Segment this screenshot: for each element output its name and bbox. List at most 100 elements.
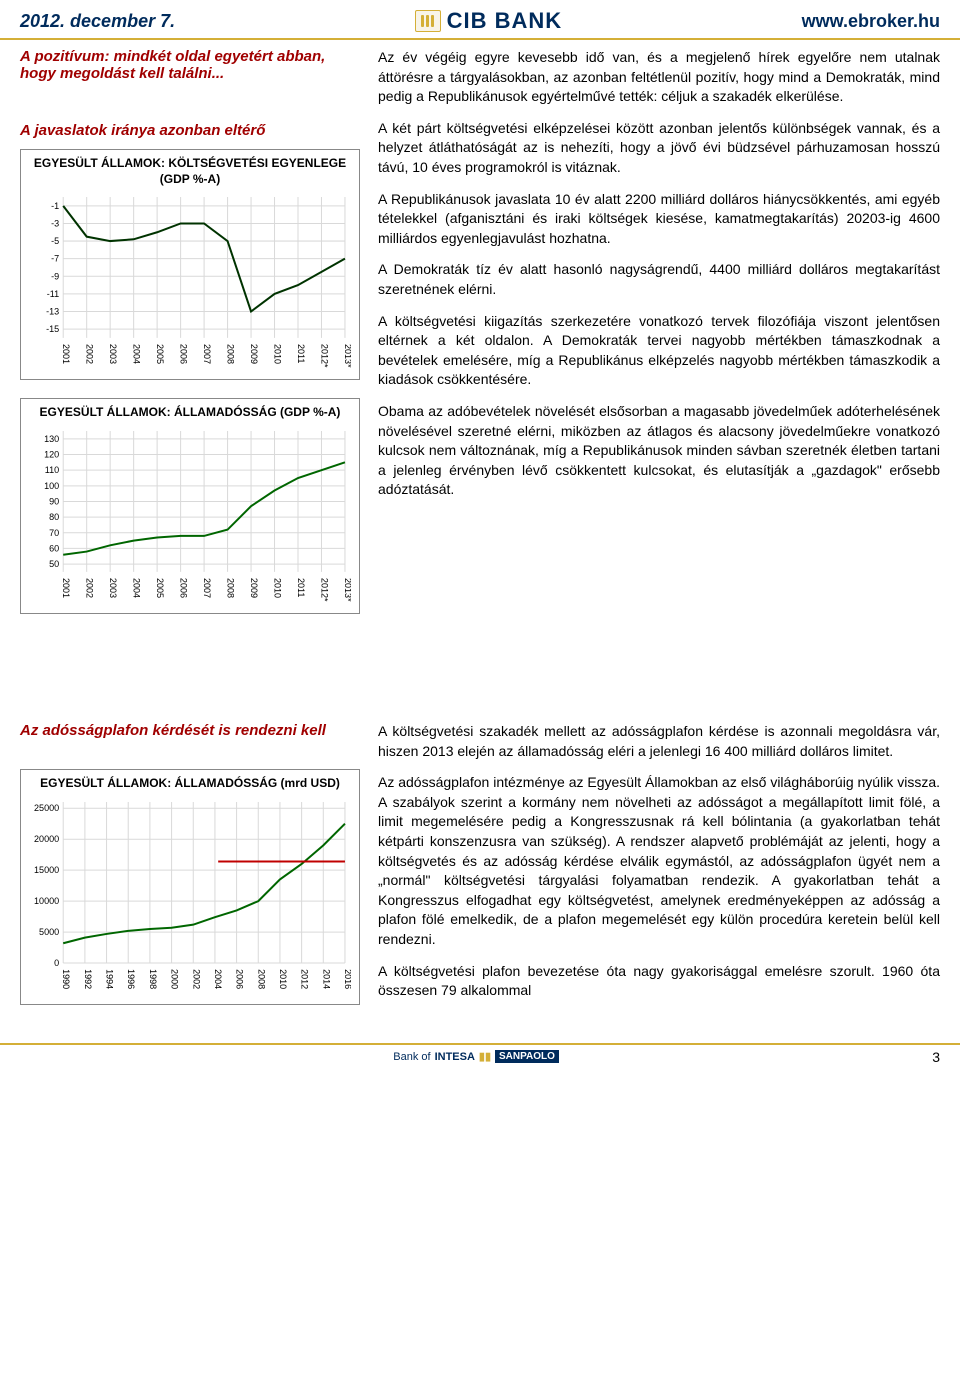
svg-text:2001: 2001 (61, 344, 71, 364)
svg-text:2006: 2006 (179, 578, 189, 598)
svg-text:90: 90 (49, 496, 59, 506)
svg-text:2008: 2008 (226, 578, 236, 598)
svg-text:-9: -9 (51, 271, 59, 281)
svg-text:5000: 5000 (39, 927, 59, 937)
sidebar-heading-3: Az adósságplafon kérdését is rendezni ke… (20, 722, 360, 739)
svg-text:110: 110 (45, 465, 59, 475)
bank-name: CIB BANK (447, 8, 563, 34)
svg-text:2002: 2002 (85, 578, 95, 598)
paragraph: A két párt költségvetési elképzelései kö… (378, 119, 940, 178)
paragraph: Az év végéig egyre kevesebb idő van, és … (378, 48, 940, 107)
svg-text:2016: 2016 (343, 969, 351, 989)
svg-text:15000: 15000 (34, 865, 59, 875)
chart-debt-pct: 50 60 70 80 90 100 110 120 130 2001 2002 2003 2004 20… (29, 425, 351, 606)
svg-text:1998: 1998 (148, 969, 158, 989)
body-col-1: Az év végéig egyre kevesebb idő van, és … (378, 48, 940, 632)
paragraph: A költségvetési plafon bevezetése óta na… (378, 962, 940, 1001)
svg-text:2008: 2008 (226, 344, 236, 364)
footer-bank-of: Bank of (393, 1051, 430, 1063)
svg-text:2005: 2005 (155, 344, 165, 364)
svg-text:2011: 2011 (296, 344, 306, 363)
svg-text:0: 0 (54, 958, 59, 968)
left-sidebar-2: Az adósságplafon kérdését is rendezni ke… (20, 722, 360, 1023)
header-url: www.ebroker.hu (802, 11, 940, 32)
page-footer: Bank of INTESA ▮▮ SANPAOLO 3 (0, 1043, 960, 1075)
svg-text:-3: -3 (51, 219, 59, 229)
paragraph: A költségvetési kiigazítás szerkezetére … (378, 312, 940, 390)
page-header: 2012. december 7. CIB BANK www.ebroker.h… (0, 0, 960, 40)
svg-text:20000: 20000 (34, 834, 59, 844)
paragraph: A Republikánusok javaslata 10 év alatt 2… (378, 190, 940, 249)
svg-text:1992: 1992 (83, 969, 93, 989)
svg-text:100: 100 (44, 481, 59, 491)
paragraph: A költségvetési szakadék mellett az adós… (378, 722, 940, 761)
chart-debt-usd: 0 5000 10000 15000 20000 25000 1990 1992 1994 199… (29, 796, 351, 997)
chart-debt-pct-title: EGYESÜLT ÁLLAMOK: ÁLLAMADÓSSÁG (GDP %-A) (29, 405, 351, 421)
section-2: Az adósságplafon kérdését is rendezni ke… (0, 712, 960, 1043)
svg-text:10000: 10000 (34, 896, 59, 906)
svg-text:2012*: 2012* (319, 344, 329, 368)
svg-text:70: 70 (49, 528, 59, 538)
footer-logo: Bank of INTESA ▮▮ SANPAOLO (393, 1050, 559, 1063)
svg-text:60: 60 (49, 543, 59, 553)
svg-text:2014: 2014 (321, 969, 331, 989)
footer-separator: ▮▮ (479, 1050, 491, 1063)
svg-text:2004: 2004 (132, 578, 142, 598)
svg-text:2013*: 2013* (343, 578, 351, 602)
page-number: 3 (932, 1049, 940, 1065)
svg-text:1996: 1996 (126, 969, 136, 989)
svg-text:2011: 2011 (296, 578, 306, 597)
svg-text:-11: -11 (47, 289, 59, 299)
svg-text:2002: 2002 (191, 969, 201, 989)
svg-text:2006: 2006 (179, 344, 189, 364)
svg-text:2004: 2004 (132, 344, 142, 364)
svg-text:1990: 1990 (61, 969, 71, 989)
svg-text:80: 80 (49, 512, 59, 522)
svg-text:120: 120 (44, 449, 59, 459)
footer-brand: INTESA (435, 1051, 475, 1063)
svg-text:2006: 2006 (235, 969, 245, 989)
svg-text:2003: 2003 (108, 578, 118, 598)
svg-text:2010: 2010 (273, 578, 283, 598)
paragraph: Obama az adóbevételek növelését elsősorb… (378, 402, 940, 500)
svg-text:2001: 2001 (61, 578, 71, 598)
svg-text:1994: 1994 (105, 969, 115, 989)
svg-text:50: 50 (49, 559, 59, 569)
body-col-2: A költségvetési szakadék mellett az adós… (378, 722, 940, 1023)
svg-text:2004: 2004 (213, 969, 223, 989)
logo-icon (415, 10, 441, 32)
svg-text:-5: -5 (51, 236, 59, 246)
svg-text:2003: 2003 (108, 344, 118, 364)
paragraph: Az adósságplafon intézménye az Egyesült … (378, 773, 940, 949)
svg-text:-7: -7 (51, 254, 59, 264)
svg-text:2007: 2007 (202, 578, 212, 598)
chart-debt-usd-title: EGYESÜLT ÁLLAMOK: ÁLLAMADÓSSÁG (mrd USD) (29, 776, 351, 792)
paragraph: A Demokraták tíz év alatt hasonló nagysá… (378, 260, 940, 299)
svg-text:2013*: 2013* (343, 344, 351, 368)
svg-text:25000: 25000 (34, 803, 59, 813)
chart-budget: -1 -3 -5 -7 -9 -11 -13 -152001 2002 2003 2004 2005 2… (29, 191, 351, 372)
chart-budget-box: EGYESÜLT ÁLLAMOK: KÖLTSÉGVETÉSI EGYENLEG… (20, 149, 360, 380)
svg-text:130: 130 (44, 434, 59, 444)
svg-text:2000: 2000 (170, 969, 180, 989)
sidebar-heading-1: A pozitívum: mindkét oldal egyetért abba… (20, 48, 360, 82)
sidebar-heading-2: A javaslatok iránya azonban eltérő (20, 122, 360, 139)
footer-subbrand: SANPAOLO (495, 1050, 559, 1063)
header-date: 2012. december 7. (20, 11, 175, 32)
svg-text:2008: 2008 (256, 969, 266, 989)
svg-text:2010: 2010 (278, 969, 288, 989)
chart-debt-pct-box: EGYESÜLT ÁLLAMOK: ÁLLAMADÓSSÁG (GDP %-A)… (20, 398, 360, 614)
svg-text:-15: -15 (46, 324, 59, 334)
svg-text:2009: 2009 (249, 344, 259, 364)
svg-text:-13: -13 (46, 307, 59, 317)
svg-text:2002: 2002 (85, 344, 95, 364)
svg-text:2012*: 2012* (319, 578, 329, 602)
svg-text:2010: 2010 (273, 344, 283, 364)
svg-text:-1: -1 (51, 201, 59, 211)
svg-text:2007: 2007 (202, 344, 212, 364)
chart-budget-title: EGYESÜLT ÁLLAMOK: KÖLTSÉGVETÉSI EGYENLEG… (29, 156, 351, 187)
left-sidebar: A pozitívum: mindkét oldal egyetért abba… (20, 48, 360, 632)
svg-text:2005: 2005 (155, 578, 165, 598)
svg-text:2012: 2012 (300, 969, 310, 989)
bank-logo: CIB BANK (415, 8, 563, 34)
